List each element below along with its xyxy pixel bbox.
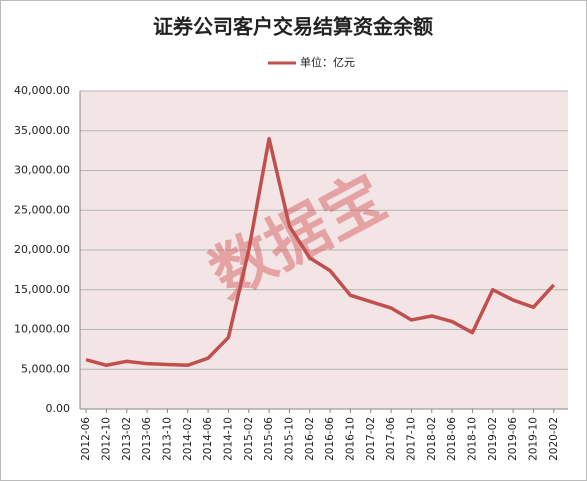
y-tick-label: 20,000.00 xyxy=(14,243,70,256)
chart-title: 证券公司客户交易结算资金余额 xyxy=(153,15,433,39)
x-tick-label: 2019-02 xyxy=(487,417,499,461)
x-tick-label: 2016-06 xyxy=(324,417,336,461)
y-tick-label: 15,000.00 xyxy=(14,283,70,296)
y-tick-label: 0.00 xyxy=(46,402,71,415)
y-tick-label: 25,000.00 xyxy=(14,203,70,216)
x-tick-label: 2015-02 xyxy=(243,417,255,461)
legend-label: 单位：亿元 xyxy=(300,55,355,69)
y-tick-label: 35,000.00 xyxy=(14,124,70,137)
x-tick-label: 2017-10 xyxy=(405,417,417,461)
x-tick-label: 2014-02 xyxy=(182,417,194,461)
x-tick-label: 2018-10 xyxy=(466,417,478,461)
y-tick-label: 10,000.00 xyxy=(14,323,70,336)
x-tick-label: 2015-06 xyxy=(263,417,275,461)
x-tick-label: 2013-10 xyxy=(161,417,173,461)
x-tick-label: 2014-10 xyxy=(222,417,234,461)
x-tick-label: 2019-10 xyxy=(527,417,539,461)
y-tick-label: 40,000.00 xyxy=(14,84,70,97)
x-tick-label: 2016-10 xyxy=(344,417,356,461)
x-tick-label: 2017-02 xyxy=(365,417,377,461)
x-tick-label: 2020-02 xyxy=(548,417,560,461)
x-tick-label: 2015-10 xyxy=(283,417,295,461)
x-tick-label: 2018-02 xyxy=(426,417,438,461)
x-tick-label: 2017-06 xyxy=(385,417,397,461)
y-tick-label: 30,000.00 xyxy=(14,164,70,177)
x-tick-label: 2019-06 xyxy=(507,417,519,461)
data-line xyxy=(85,136,556,368)
y-tick-label: 5,000.00 xyxy=(21,362,70,375)
x-tick-label: 2013-02 xyxy=(121,417,133,461)
x-tick-label: 2016-02 xyxy=(304,417,316,461)
x-tick-label: 2018-06 xyxy=(446,417,458,461)
x-tick-label: 2012-10 xyxy=(100,417,112,461)
x-tick-label: 2013-06 xyxy=(141,417,153,461)
x-tick-label: 2014-06 xyxy=(202,417,214,461)
x-tick-label: 2012-06 xyxy=(80,417,92,461)
